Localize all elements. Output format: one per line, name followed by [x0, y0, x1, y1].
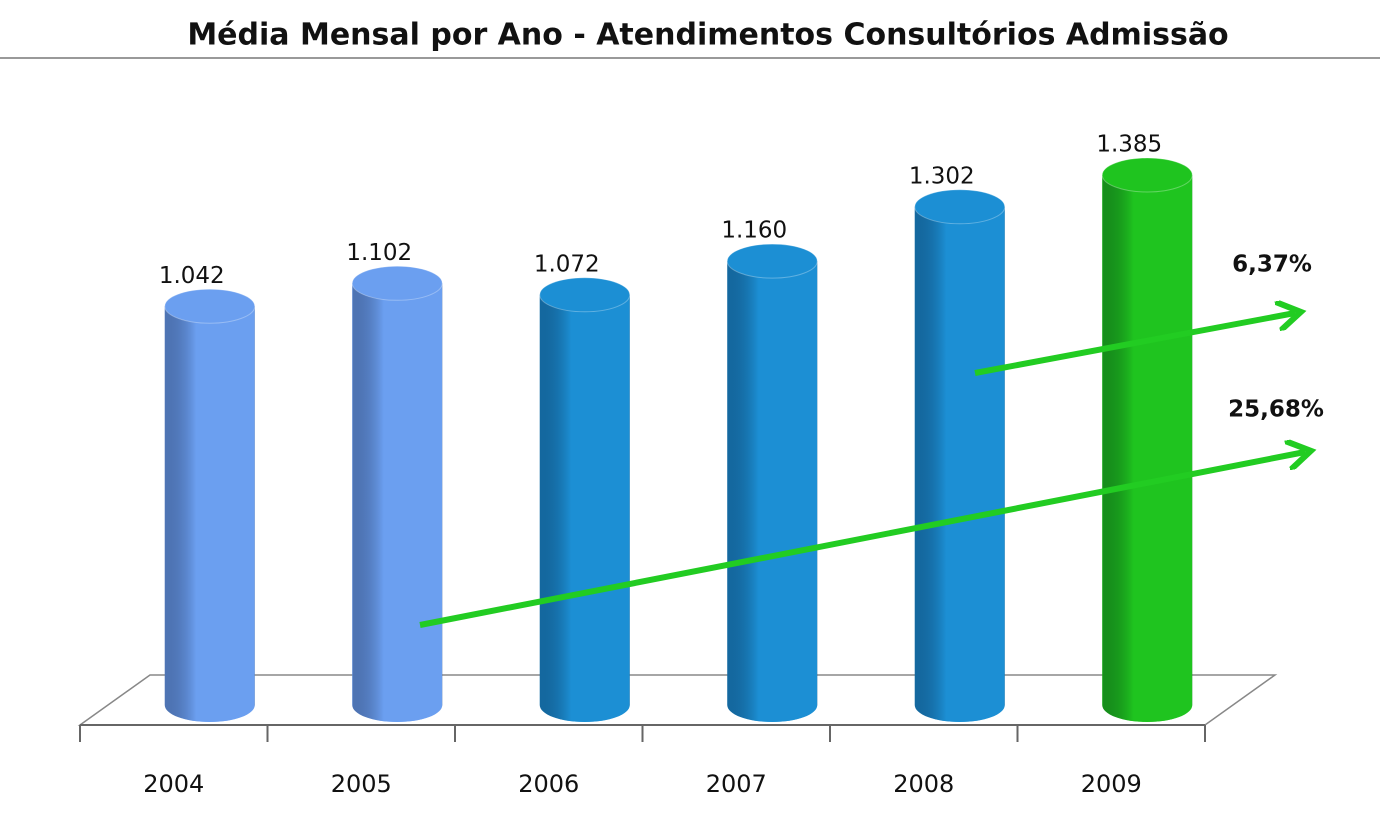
bar: [726, 243, 818, 722]
bar: [914, 189, 1006, 723]
bar-top: [351, 265, 443, 301]
bar-top: [164, 288, 256, 324]
x-tick-label: 2009: [1081, 770, 1142, 798]
x-tick-label: 2008: [893, 770, 954, 798]
value-label: 1.102: [346, 240, 412, 266]
bar-top: [726, 243, 818, 279]
annotation: 6,37%: [1232, 252, 1312, 278]
value-label: 1.160: [721, 218, 787, 244]
trend-arrow: [974, 313, 1295, 376]
x-tick-label: 2005: [331, 770, 392, 798]
bar: [351, 265, 443, 722]
x-tick-label: 2007: [706, 770, 767, 798]
x-tick-label: 2004: [143, 770, 204, 798]
trend-arrow: [419, 452, 1305, 628]
bar: [1101, 157, 1193, 722]
bar-top: [914, 189, 1006, 225]
value-label: 1.385: [1096, 132, 1162, 158]
bar-top: [1101, 157, 1193, 193]
value-label: 1.072: [534, 251, 600, 277]
value-label: 1.302: [909, 163, 975, 189]
bar-top: [539, 277, 631, 313]
bar-shade: [352, 283, 443, 722]
chart-title: Média Mensal por Ano - Atendimentos Cons…: [187, 18, 1228, 53]
bar: [164, 288, 256, 722]
bar-shade: [914, 206, 1005, 723]
x-tick-label: 2006: [518, 770, 579, 798]
floor: [77, 674, 1278, 726]
value-label: 1.042: [159, 263, 225, 289]
bar-shade: [1102, 175, 1193, 722]
bar-shade: [727, 261, 818, 722]
bars: 1.042 2004 1.102 2005 1.072 2006 1.160 2007 1.30…: [79, 132, 1206, 798]
bar-shade: [539, 294, 630, 722]
bar: [539, 277, 631, 722]
bar-shade: [164, 306, 255, 722]
annotation: 25,68%: [1228, 397, 1324, 423]
